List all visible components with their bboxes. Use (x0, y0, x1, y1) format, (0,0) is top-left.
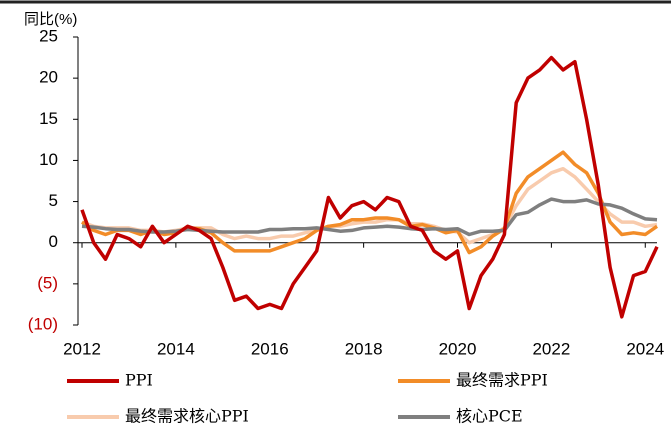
y-tick-label: 20 (39, 68, 58, 87)
y-tick-label: 25 (39, 26, 58, 45)
y-axis-label: 同比(%) (24, 11, 77, 28)
x-tick-label: 2018 (345, 339, 383, 358)
y-tick-label: (10) (28, 314, 58, 333)
y-tick-label: 10 (39, 150, 58, 169)
y-tick-label: (5) (37, 273, 58, 292)
x-tick-label: 2022 (532, 339, 570, 358)
x-tick-label: 2016 (251, 339, 289, 358)
legend-label: 最终需求PPI (456, 371, 548, 390)
legend-label: 核心PCE (456, 407, 523, 426)
y-tick-label: 0 (49, 232, 58, 251)
y-tick-label: 5 (49, 191, 58, 210)
line-series (81, 197, 658, 237)
x-tick-label: 2012 (63, 339, 101, 358)
x-tick-label: 2014 (157, 339, 195, 358)
legend-label: 最终需求核心PPI (125, 407, 249, 426)
x-tick-label: 2024 (626, 339, 664, 358)
y-tick-label: 15 (39, 109, 58, 128)
line-series (80, 55, 659, 319)
legend-label: PPI (125, 371, 153, 390)
x-tick-label: 2020 (439, 339, 477, 358)
